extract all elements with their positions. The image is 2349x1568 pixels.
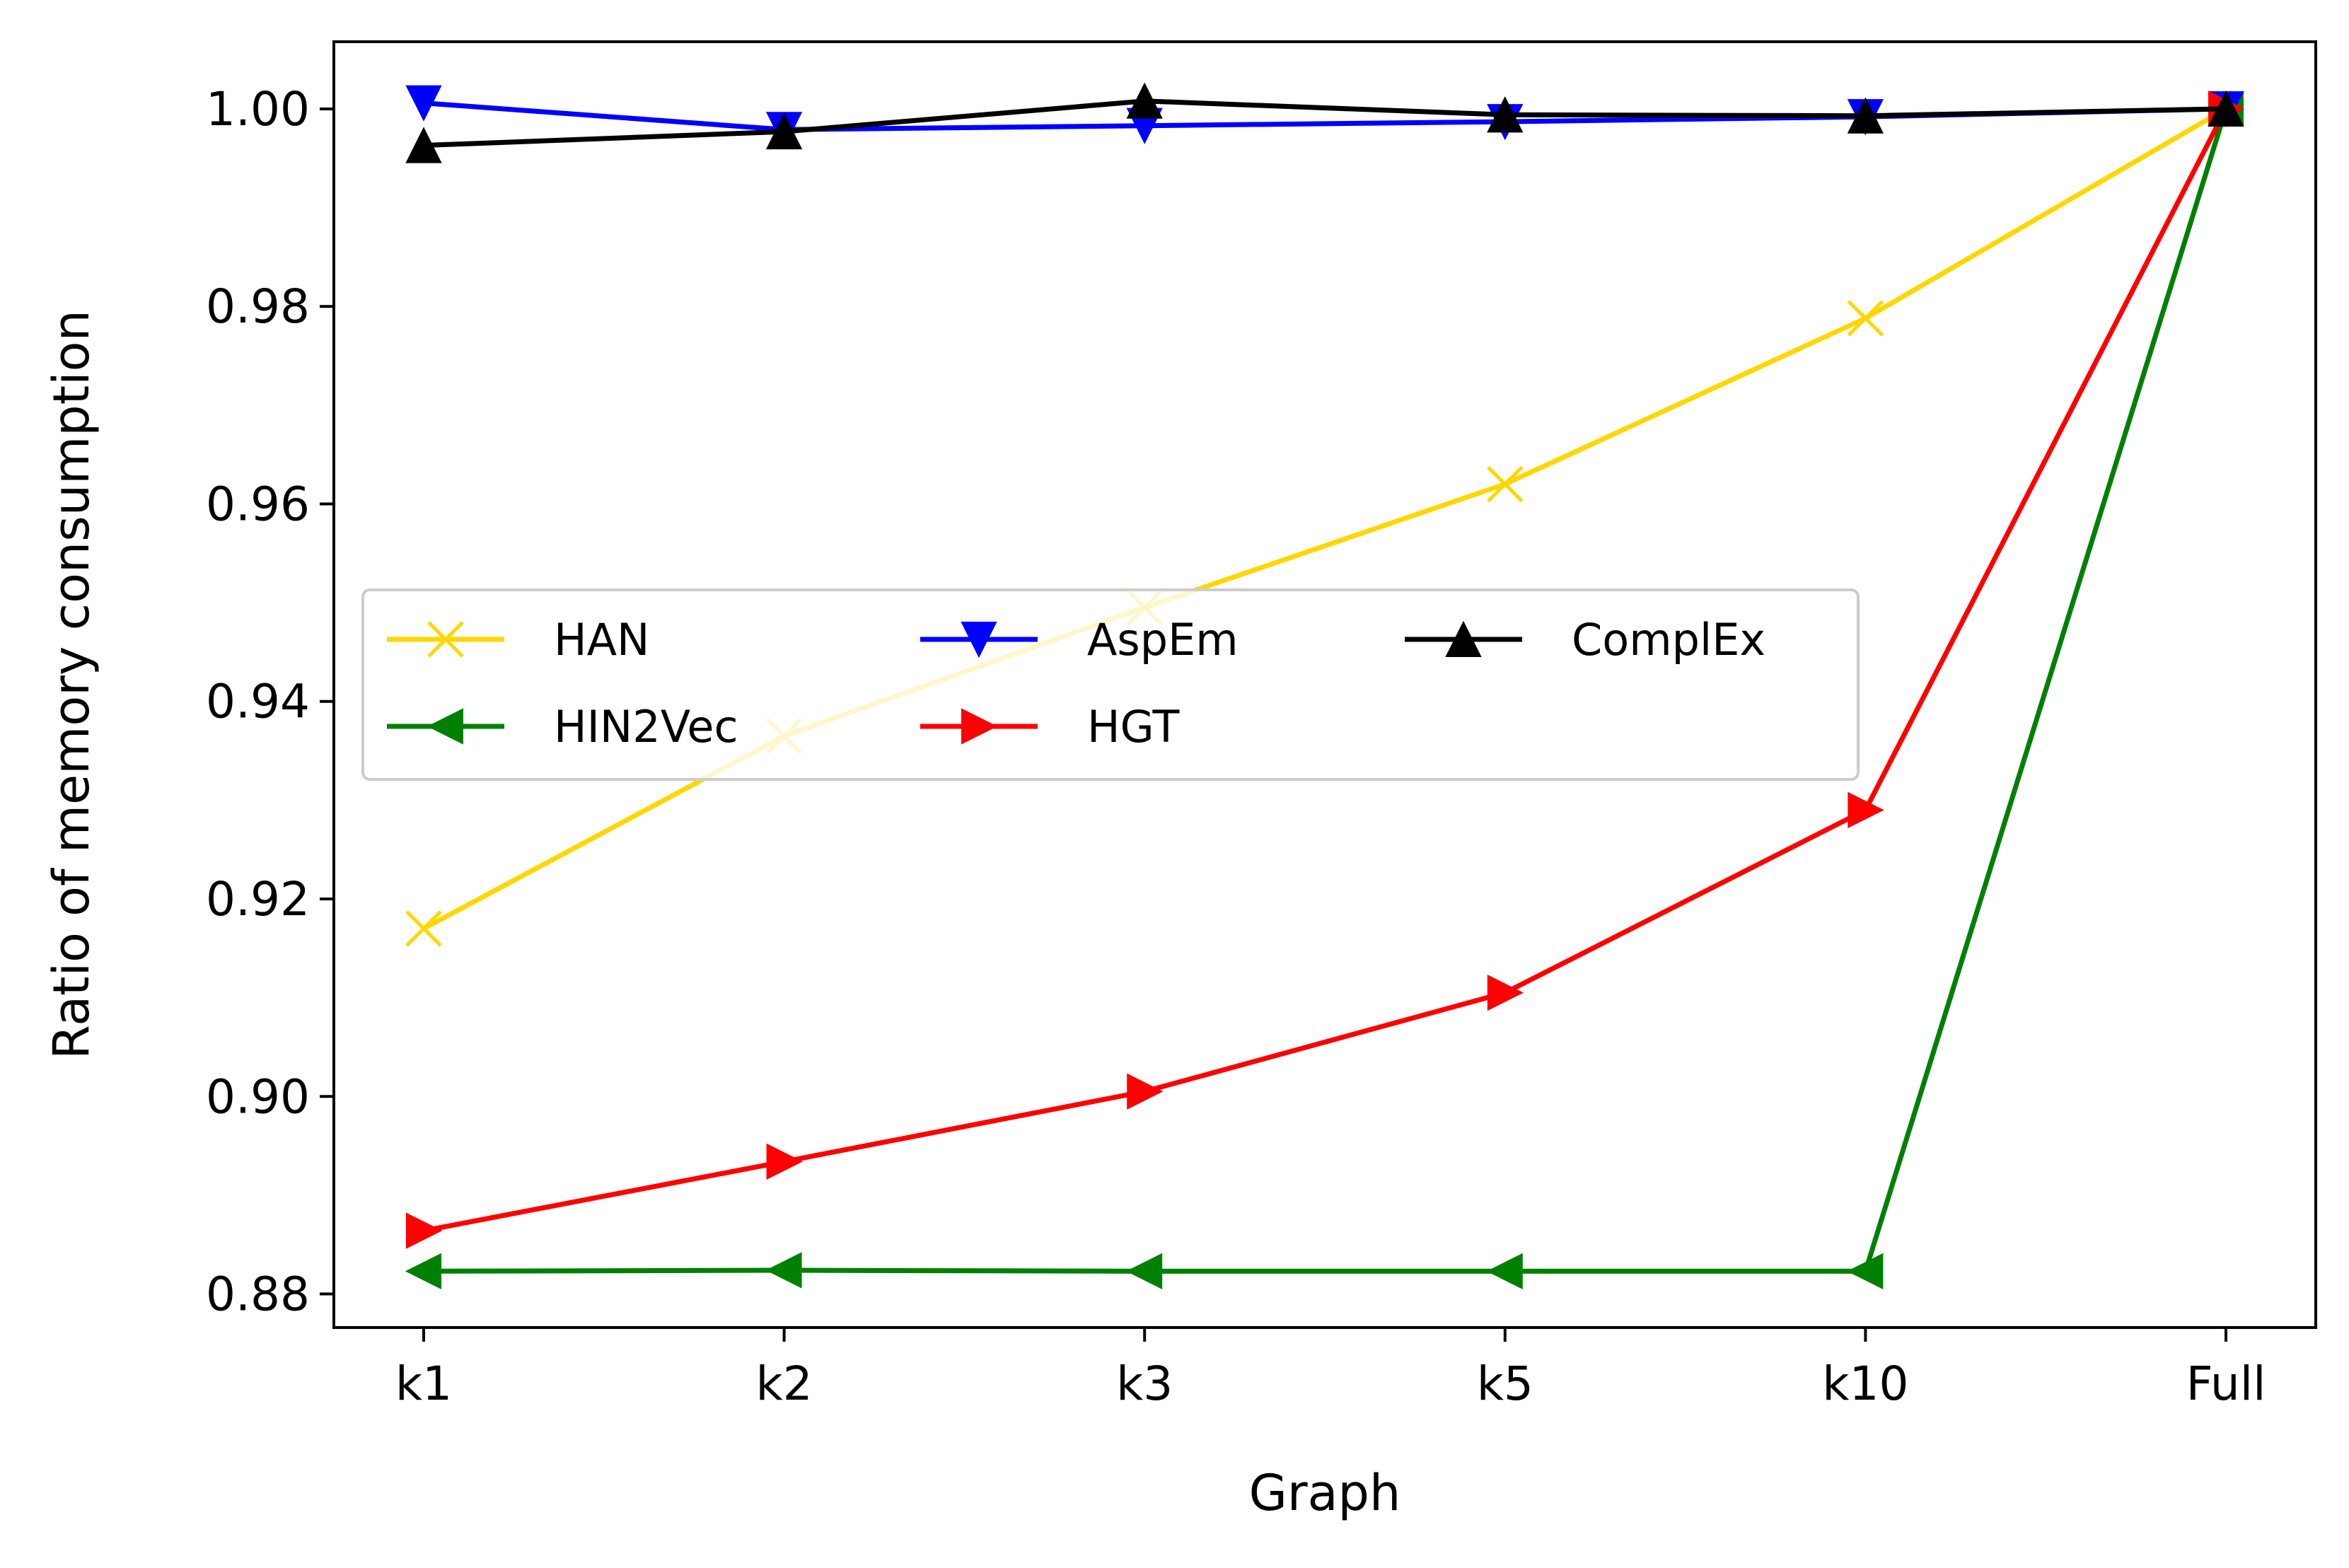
- legend-label: AspEm: [1087, 614, 1239, 666]
- y-tick-label: 0.90: [206, 1069, 310, 1124]
- data-point-hin2vec-k2: [765, 1252, 802, 1289]
- x-tick-label: Full: [2186, 1357, 2266, 1411]
- legend-marker-icon: [961, 622, 997, 658]
- legend-item-complex: ComplEx: [1405, 614, 1765, 666]
- data-point-hgt-k2: [766, 1143, 803, 1180]
- legend-label: HAN: [554, 614, 649, 666]
- data-point-complex-full: [2208, 90, 2244, 127]
- data-point-hgt-k1: [406, 1212, 443, 1249]
- series-complex: [405, 82, 2244, 163]
- data-point-hin2vec-k1: [405, 1253, 441, 1290]
- plot-frame: [332, 40, 2317, 1329]
- legend-label: HGT: [1087, 701, 1180, 753]
- y-tick-label: 0.92: [206, 872, 310, 927]
- data-point-aspem-k1: [405, 85, 442, 122]
- legend-label: HIN2Vec: [554, 701, 738, 753]
- legend-items: HAN HIN2Vec AspEm HGT ComplEx: [387, 614, 1765, 753]
- data-point-hgt-k3: [1127, 1073, 1164, 1110]
- y-tick-label: 0.98: [206, 279, 310, 334]
- ticks-layer: k1 k2 k3 k5 k10 Full 0.88 0.90 0.92 0.94 0.96 0.98 1…: [206, 82, 2266, 1411]
- legend-marker-icon: [1445, 620, 1482, 657]
- y-tick-label: 1.00: [206, 82, 310, 137]
- data-point-hin2vec-k5: [1486, 1253, 1523, 1290]
- legend-marker-icon: [427, 708, 463, 745]
- series-line-hin2vec: [423, 108, 2229, 1274]
- data-point-hin2vec-k10: [1847, 1253, 1884, 1290]
- data-point-complex-k10: [1847, 97, 1884, 134]
- data-point-complex-k5: [1487, 96, 1524, 133]
- y-tick-label: 0.96: [206, 477, 310, 531]
- legend-item-hgt: HGT: [920, 701, 1180, 753]
- x-axis-label: Graph: [1249, 1464, 1401, 1522]
- y-tick-label: 0.94: [206, 675, 310, 729]
- series-hgt: [406, 91, 2245, 1249]
- legend-item-hin2vec: HIN2Vec: [387, 701, 738, 753]
- data-point-complex-k1: [405, 127, 442, 163]
- series-line-complex: [423, 98, 2227, 149]
- data-point-han-k1: [405, 910, 442, 947]
- data-point-han-k5: [1487, 465, 1524, 503]
- data-point-han-k10: [1847, 300, 1884, 337]
- legend-label: ComplEx: [1572, 614, 1765, 666]
- data-point-complex-k3: [1126, 82, 1163, 119]
- series-line-hgt: [423, 108, 2229, 1233]
- data-point-hin2vec-k3: [1125, 1253, 1163, 1290]
- legend-marker-icon: [961, 708, 998, 745]
- series-layer: [405, 82, 2245, 1290]
- x-tick-label: k3: [1116, 1357, 1173, 1411]
- data-point-complex-k2: [765, 112, 803, 150]
- y-tick-label: 0.88: [206, 1267, 310, 1322]
- data-point-hgt-k5: [1487, 975, 1524, 1011]
- legend-item-han: HAN: [387, 614, 649, 666]
- legend-item-aspem: AspEm: [920, 614, 1239, 666]
- legend: HAN HIN2Vec AspEm HGT ComplEx: [361, 588, 1860, 781]
- x-tick-label: k1: [395, 1357, 452, 1411]
- y-axis-label: Ratio of memory consumption: [42, 310, 100, 1059]
- x-tick-label: k2: [755, 1357, 812, 1411]
- legend-marker-icon: [427, 621, 464, 658]
- x-tick-label: k5: [1477, 1357, 1533, 1411]
- x-tick-label: k10: [1822, 1357, 1908, 1411]
- data-point-hgt-k10: [1848, 791, 1884, 828]
